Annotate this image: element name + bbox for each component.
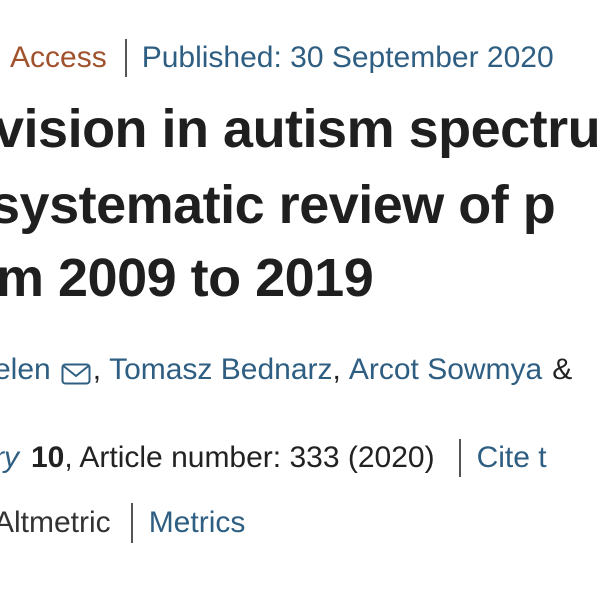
divider xyxy=(130,503,133,543)
author-separator: , xyxy=(332,353,341,386)
author-link-1[interactable]: elen xyxy=(0,353,51,386)
author-link-tomasz-bednarz[interactable]: Tomasz Bednarz xyxy=(109,353,333,386)
article-title-line-1: vision in autism spectru xyxy=(0,99,601,159)
article-meta-bar: Access Published: 30 September 2020 xyxy=(10,38,554,78)
open-access-label: Access xyxy=(10,41,107,74)
author-link-arcot-sowmya[interactable]: Arcot Sowmya xyxy=(348,353,543,386)
cite-this-article-link[interactable]: Cite t xyxy=(476,441,547,474)
journal-link[interactable]: ry xyxy=(0,441,19,474)
article-number: , Article number: 333 (2020) xyxy=(64,441,435,474)
article-title-line-2: systematic review of p xyxy=(0,175,556,235)
altmetric-label: Altmetric xyxy=(0,506,111,539)
author-separator: , xyxy=(92,353,102,386)
author-ampersand: & xyxy=(552,353,573,386)
divider xyxy=(458,439,461,477)
published-date: Published: 30 September 2020 xyxy=(141,41,554,74)
mail-icon[interactable] xyxy=(61,359,91,385)
journal-volume: 10 xyxy=(31,441,65,474)
metrics-bar: Altmetric Metrics xyxy=(0,503,245,543)
citation-line: ry 10 , Article number: 333 (2020) Cite … xyxy=(0,438,547,478)
article-title-line-3: m 2009 to 2019 xyxy=(0,248,374,308)
author-list: elen , Tomasz Bednarz , Arcot Sowmya & xyxy=(0,350,572,390)
metrics-link[interactable]: Metrics xyxy=(148,506,246,539)
divider xyxy=(124,39,127,77)
